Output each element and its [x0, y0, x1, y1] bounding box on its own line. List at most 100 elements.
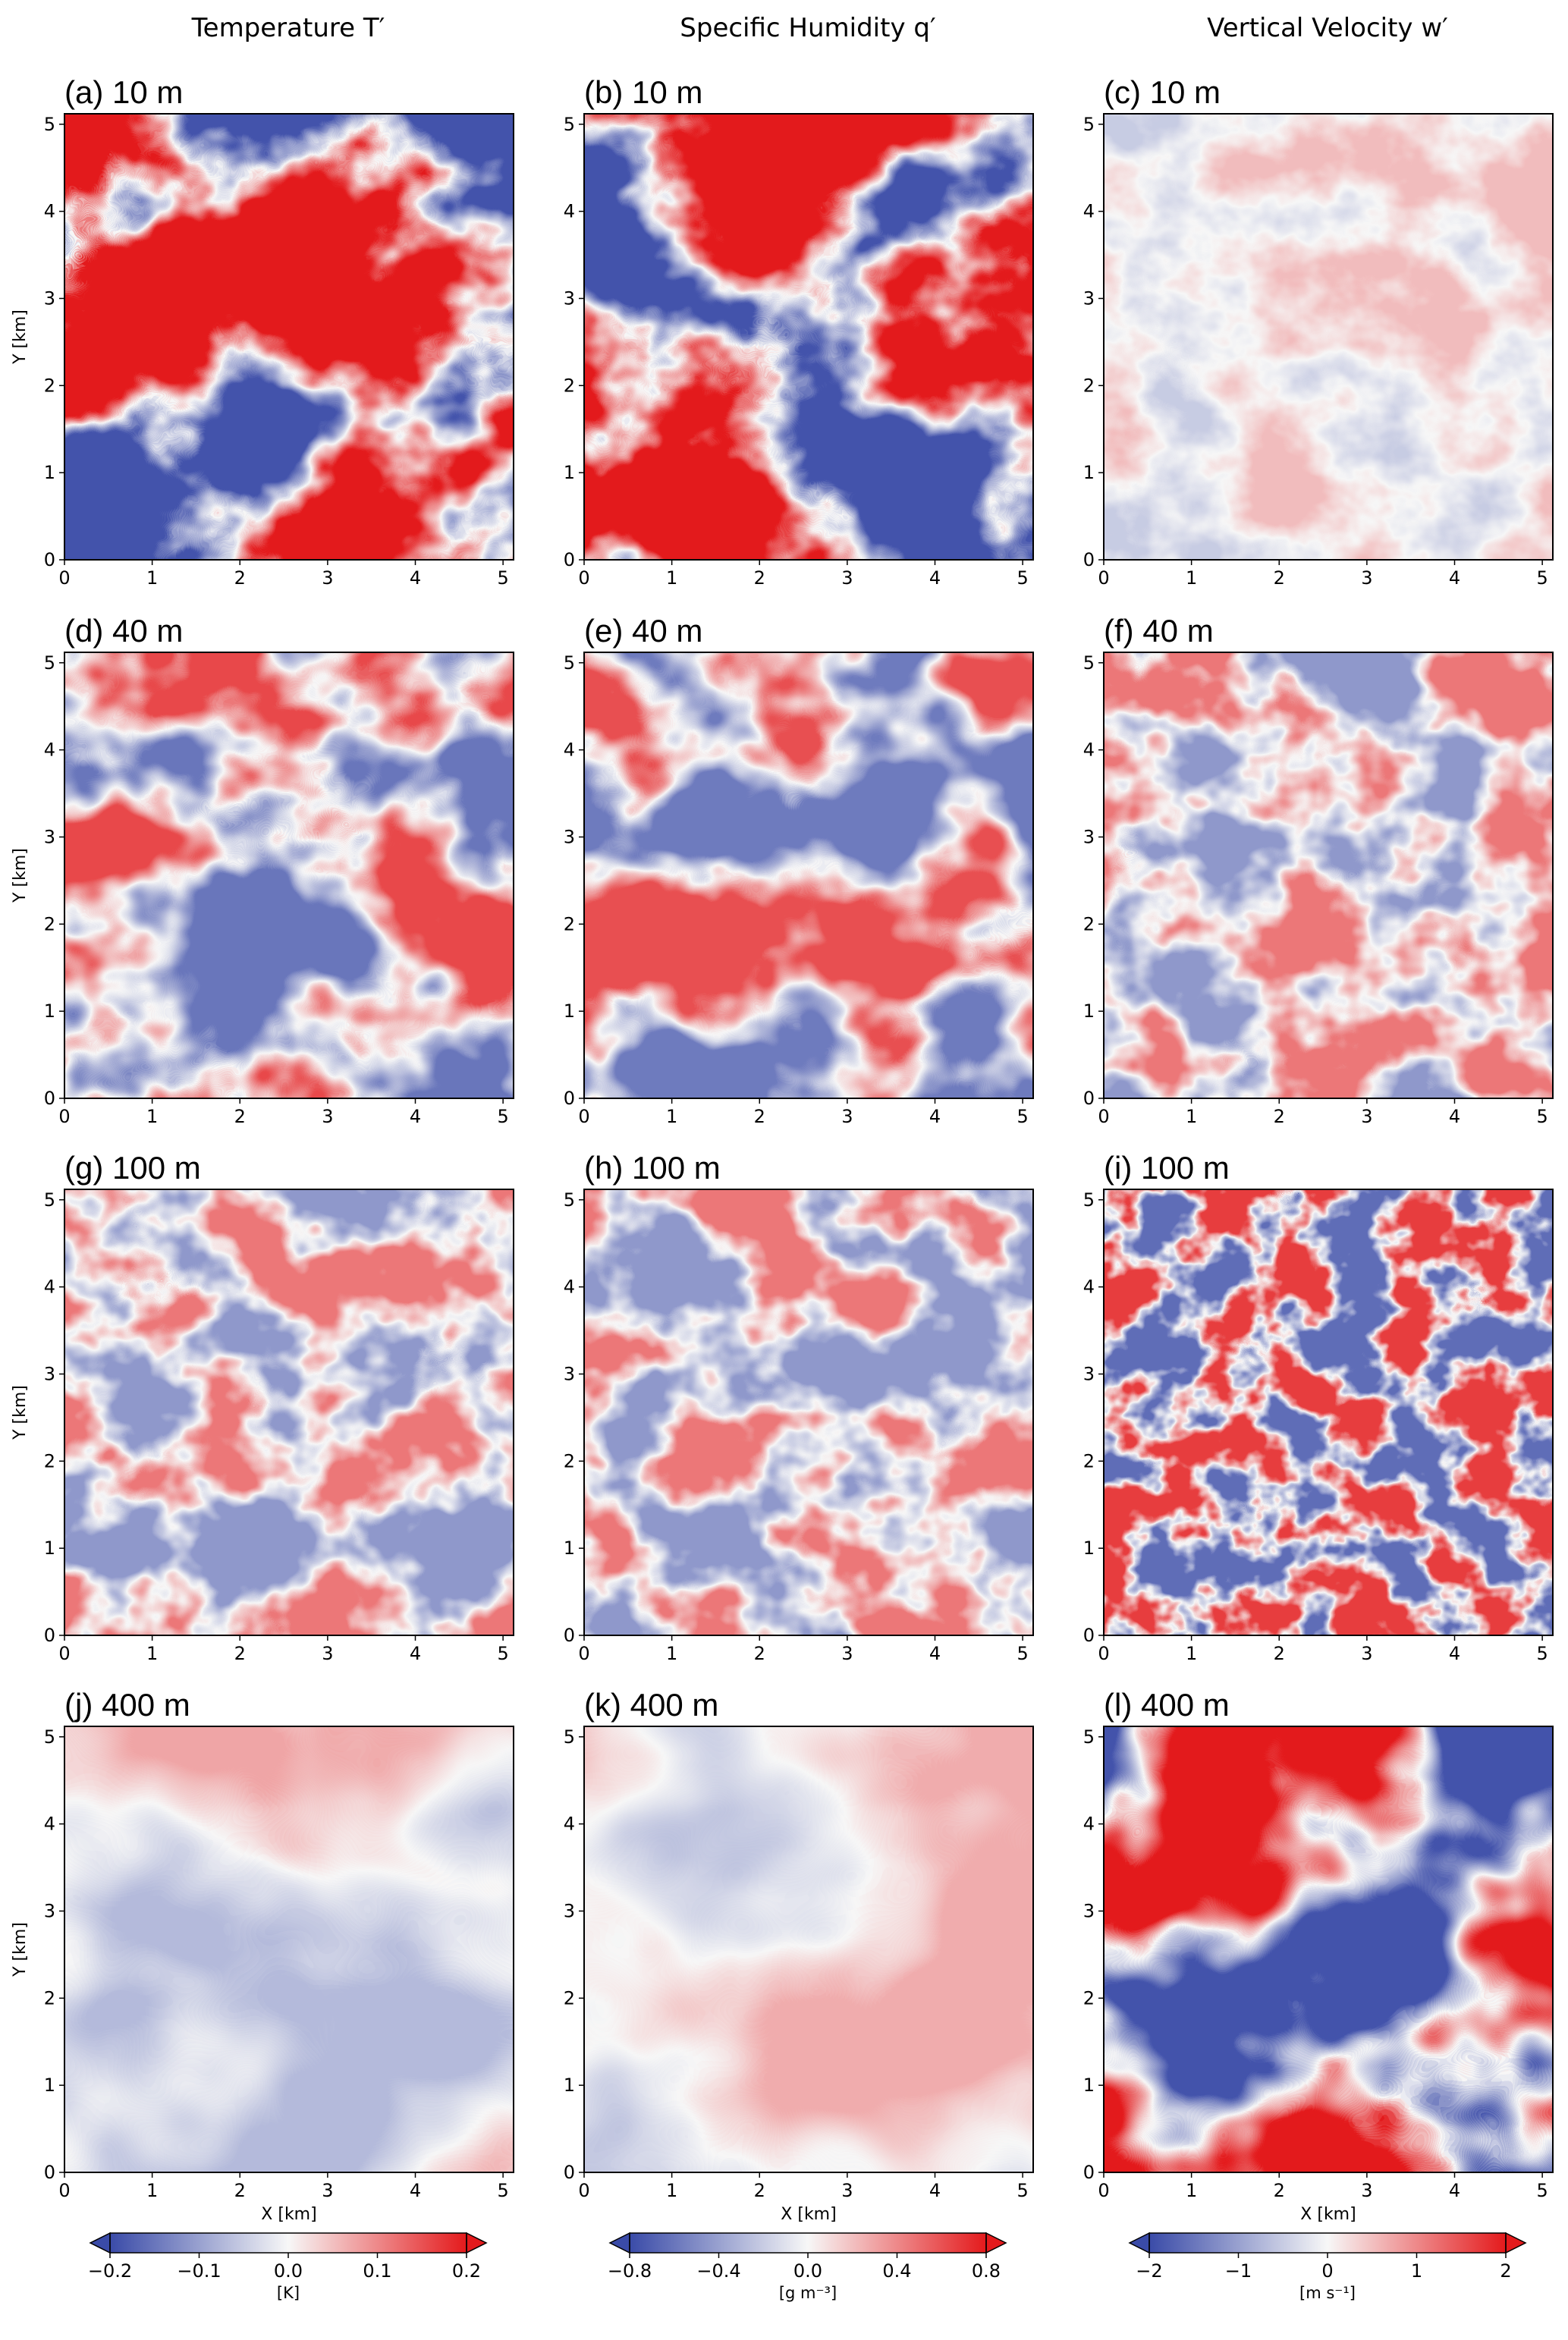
colorbar-T: −0.2 −0.1 0.0 0.1 0.2 [K]	[88, 2232, 488, 2302]
colorbar-q: −0.8 −0.4 0.0 0.4 0.8 [g m⁻³]	[608, 2232, 1007, 2302]
y-tick-label: 3	[564, 1900, 575, 1921]
y-tick-label: 1	[564, 462, 575, 483]
colorbar-unit: [m s⁻¹]	[1299, 2284, 1356, 2302]
x-tick-label: 3	[322, 1643, 333, 1664]
triangle-arrow-icon	[466, 2232, 488, 2254]
x-tick-label: 1	[1186, 1643, 1197, 1664]
y-tick-label: 2	[564, 375, 575, 396]
colorbar-gradient	[630, 2233, 986, 2253]
x-tick-label: 4	[410, 2180, 421, 2201]
panel-label: (h) 100 m	[584, 1150, 721, 1186]
x-tick-label: 3	[1361, 2180, 1372, 2201]
x-tick-label: 2	[234, 1643, 246, 1664]
x-tick-label: 3	[322, 2180, 333, 2201]
column-title-T: Temperature T′	[191, 13, 385, 43]
x-tick-label: 0	[1098, 2180, 1109, 2201]
plot-frame	[1103, 652, 1554, 1099]
field-image	[1104, 1726, 1553, 2172]
y-tick-label: 0	[564, 1088, 575, 1109]
x-axis-label: X [km]	[1300, 2205, 1356, 2224]
x-tick-label: 5	[1017, 2180, 1028, 2201]
panel-g: (g) 100 m 00 1 1 2 2 3 3 4 4 5 5 Y [km]	[11, 1150, 514, 1664]
y-tick-label: 5	[564, 1726, 575, 1748]
y-tick-label: 2	[44, 375, 55, 396]
y-tick-label: 4	[44, 740, 55, 761]
y-tick-label: 1	[564, 2075, 575, 2096]
y-tick-label: 3	[44, 826, 55, 847]
x-tick-label: 0	[58, 1106, 70, 1127]
field-image	[584, 1726, 1033, 2172]
x-tick-label: 4	[1449, 1106, 1460, 1127]
y-tick-label: 2	[1083, 1450, 1095, 1472]
y-tick-label: 5	[1083, 652, 1095, 674]
panel-l: (l) 400 m 00 1 1 2 2 3 3 4 4 5 5 X [km]	[1083, 1687, 1554, 2224]
x-tick-label: 3	[1361, 1106, 1372, 1127]
x-tick-label: 1	[146, 567, 158, 589]
x-tick-label: 5	[497, 1643, 508, 1664]
x-tick-label: 5	[1536, 1106, 1548, 1127]
y-tick-label: 3	[1083, 826, 1095, 847]
y-tick-label: 5	[1083, 114, 1095, 135]
x-tick-label: 0	[578, 1643, 589, 1664]
y-tick-label: 0	[44, 1625, 55, 1646]
plot-frame	[64, 113, 514, 561]
colorbar-tick-label: 0.1	[363, 2260, 391, 2282]
colorbar-tick-label: −0.8	[608, 2260, 652, 2282]
y-tick-label: 5	[44, 1189, 55, 1211]
y-tick-label: 5	[44, 114, 55, 135]
x-tick-label: 4	[1449, 1643, 1460, 1664]
y-tick-label: 4	[1083, 1814, 1095, 1835]
y-tick-label: 4	[44, 1277, 55, 1298]
x-tick-label: 1	[1186, 567, 1197, 589]
y-tick-label: 3	[1083, 1900, 1095, 1921]
y-tick-label: 5	[564, 114, 575, 135]
colorbar-tick-label: 0.4	[882, 2260, 911, 2282]
y-axis-label: Y [km]	[11, 1385, 30, 1440]
x-tick-label: 0	[578, 567, 589, 589]
x-tick-label: 0	[578, 2180, 589, 2201]
x-tick-label: 1	[146, 1643, 158, 1664]
colorbar-w: −2 −1 0 1 2 [m s⁻¹]	[1128, 2232, 1527, 2302]
panel-label: (e) 40 m	[584, 613, 702, 649]
x-tick-label: 5	[1536, 567, 1548, 589]
panel-c: (c) 10 m 00 1 1 2 2 3 3 4 4 5 5	[1083, 74, 1554, 589]
y-tick-label: 3	[1083, 1363, 1095, 1384]
field-image	[584, 1189, 1033, 1635]
y-tick-label: 3	[1083, 287, 1095, 309]
triangle-arrow-icon	[1505, 2232, 1527, 2254]
panel-label: (d) 40 m	[64, 613, 183, 649]
plot-frame	[583, 113, 1034, 561]
panel-label: (j) 400 m	[64, 1687, 190, 1723]
plot-frame	[64, 1189, 514, 1636]
panel-a: (a) 10 m 00 1 1 2 2 3 3 4 4 5 5 Y [km]	[11, 74, 514, 589]
x-tick-label: 4	[410, 1643, 421, 1664]
plot-frame	[1103, 1189, 1554, 1636]
x-tick-label: 1	[666, 2180, 677, 2201]
panel-i: (i) 100 m 00 1 1 2 2 3 3 4 4 5 5	[1083, 1150, 1554, 1664]
colorbar-tick-label: −1	[1225, 2260, 1252, 2282]
y-tick-label: 0	[1083, 1088, 1095, 1109]
x-tick-label: 3	[322, 1106, 333, 1127]
x-tick-label: 3	[1361, 567, 1372, 589]
y-tick-label: 4	[1083, 201, 1095, 222]
plot-frame	[583, 1726, 1034, 2173]
panel-label: (b) 10 m	[584, 74, 702, 110]
panel-d: (d) 40 m 00 1 1 2 2 3 3 4 4 5 5 Y [km]	[11, 613, 514, 1127]
y-tick-label: 2	[1083, 375, 1095, 396]
y-tick-label: 4	[44, 1814, 55, 1835]
y-tick-label: 2	[1083, 913, 1095, 934]
x-tick-label: 2	[754, 567, 765, 589]
y-tick-label: 4	[44, 201, 55, 222]
y-tick-label: 1	[564, 1000, 575, 1022]
y-axis-label: Y [km]	[11, 848, 30, 903]
x-tick-label: 1	[666, 1106, 677, 1127]
x-tick-label: 1	[1186, 2180, 1197, 2201]
y-axis-label: Y [km]	[11, 309, 30, 365]
plot-frame	[1103, 113, 1554, 561]
x-tick-label: 5	[1536, 1643, 1548, 1664]
y-tick-label: 5	[44, 652, 55, 674]
x-tick-label: 4	[410, 567, 421, 589]
y-tick-label: 2	[44, 1450, 55, 1472]
plot-frame	[1103, 1726, 1554, 2173]
plot-frame	[64, 652, 514, 1099]
